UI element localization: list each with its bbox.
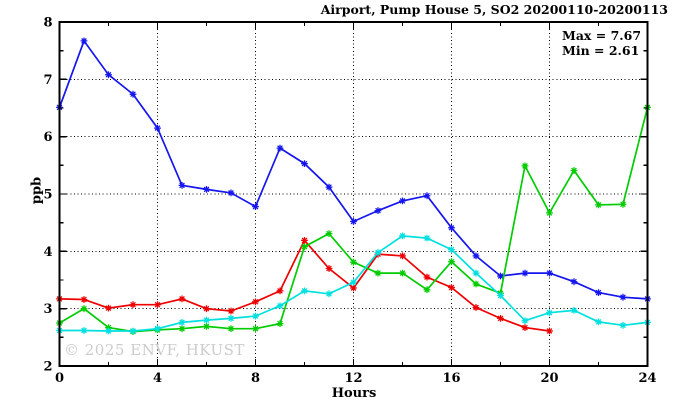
x-tick-label: 0 — [55, 371, 64, 386]
x-tick-label: 4 — [153, 371, 162, 386]
y-tick-label: 4 — [43, 245, 52, 260]
x-axis-label: Hours — [331, 386, 377, 401]
x-tick-label: 16 — [442, 371, 460, 386]
y-tick-label: 3 — [43, 302, 52, 317]
watermark: © 2025 ENVF, HKUST — [64, 341, 245, 359]
chart-title: Airport, Pump House 5, SO2 20200110-2020… — [320, 2, 668, 17]
y-tick-label: 7 — [43, 73, 52, 88]
series-cyan — [56, 232, 651, 335]
y-tick-label: 8 — [43, 16, 52, 31]
y-tick-label: 2 — [43, 360, 52, 375]
x-tick-label: 24 — [638, 371, 656, 386]
max-min-annotation: Max = 7.67 Min = 2.61 — [562, 28, 641, 58]
series-cyan-markers — [56, 232, 651, 335]
x-tick-label: 20 — [540, 371, 558, 386]
y-axis-label: ppb — [29, 176, 45, 205]
tick-labels: 0 4 8 12 16 20 24 2 3 4 5 6 7 8 — [43, 16, 656, 387]
plot-border — [58, 21, 649, 367]
x-tick-label: 8 — [251, 371, 260, 386]
y-tick-label: 6 — [43, 130, 52, 145]
x-tick-label: 12 — [344, 371, 362, 386]
y-tick-label: 5 — [43, 188, 52, 203]
grid-lines — [59, 22, 648, 366]
max-value-label: Max = 7.67 — [562, 28, 642, 43]
min-value-label: Min = 2.61 — [562, 43, 640, 58]
